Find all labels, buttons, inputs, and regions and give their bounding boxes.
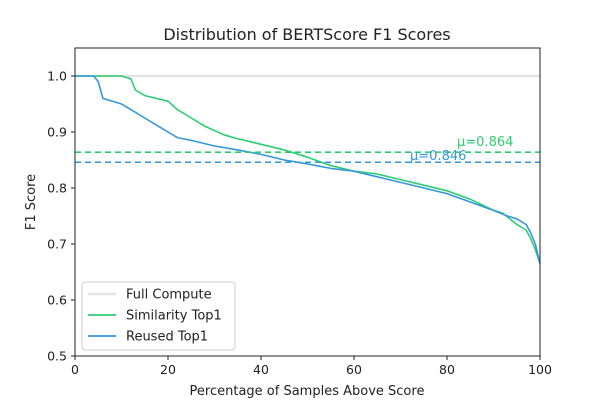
y-tick-label-4: 0.9	[47, 125, 67, 140]
x-tick-label-0: 0	[71, 362, 79, 377]
axis-ticks: 0 20 40 60 80 100 0.5 0.6 0.7 0.8 0.9 1.0	[47, 69, 552, 378]
legend-label-2: Reused Top1	[126, 330, 208, 345]
x-axis-label: Percentage of Samples Above Score	[190, 384, 425, 399]
legend-box	[81, 281, 236, 351]
y-tick-label-3: 0.8	[47, 181, 67, 196]
legend-label-0: Full Compute	[126, 288, 212, 303]
mean-label-1: μ=0.846	[410, 149, 466, 164]
y-tick-label-5: 1.0	[47, 69, 67, 84]
y-tick-label-0: 0.5	[47, 349, 67, 364]
y-tick-label-2: 0.7	[47, 237, 67, 252]
x-tick-label-1: 20	[160, 362, 176, 377]
chart-title: Distribution of BERTScore F1 Scores	[163, 25, 450, 44]
legend-label-1: Similarity Top1	[126, 309, 222, 324]
x-tick-label-4: 80	[439, 362, 455, 377]
x-tick-label-5: 100	[528, 362, 552, 377]
plot-frame	[74, 47, 541, 357]
x-tick-label-2: 40	[253, 362, 269, 377]
y-axis-label: F1 Score	[24, 174, 39, 230]
legend: Full Compute Similarity Top1 Reused Top1	[81, 281, 236, 351]
series-line-1	[75, 75, 541, 264]
x-tick-label-3: 60	[346, 362, 362, 377]
y-tick-label-1: 0.6	[47, 293, 67, 308]
mean-label-0: μ=0.864	[457, 135, 513, 150]
